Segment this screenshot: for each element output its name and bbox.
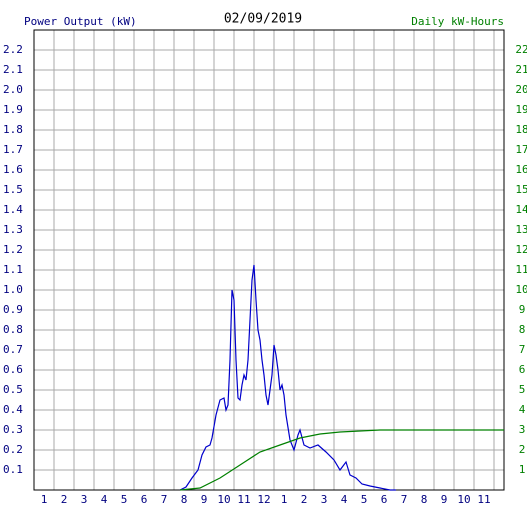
y2-axis-label: Daily kW-Hours bbox=[411, 15, 504, 28]
y2-tick-label: 2 bbox=[519, 443, 526, 456]
y-tick-label: 0.2 bbox=[3, 443, 23, 456]
y-tick-label: 0.6 bbox=[3, 363, 23, 376]
data-line bbox=[179, 429, 504, 491]
y-tick-label: 1.3 bbox=[3, 223, 23, 236]
y2-tick-label: 13 bbox=[515, 223, 527, 236]
y2-tick-label: 8 bbox=[519, 323, 526, 336]
x-tick-label: 7 bbox=[401, 493, 408, 506]
x-tick-label: 8 bbox=[421, 493, 428, 506]
chart-title: 02/09/2019 bbox=[224, 12, 302, 27]
x-tick-label: 4 bbox=[341, 493, 348, 506]
x-tick-label: 11 bbox=[237, 493, 250, 506]
x-tick-label: 2 bbox=[301, 493, 308, 506]
y2-tick-label: 22 bbox=[515, 43, 527, 56]
y2-tick-label: 9 bbox=[519, 303, 526, 316]
x-tick-label: 1 bbox=[41, 493, 48, 506]
x-tick-label: 1 bbox=[281, 493, 288, 506]
y2-tick-label: 12 bbox=[515, 243, 527, 256]
y2-tick-label: 21 bbox=[515, 63, 527, 76]
y2-tick-label: 6 bbox=[519, 363, 526, 376]
y-tick-label: 2.1 bbox=[3, 63, 23, 76]
y2-tick-label: 4 bbox=[519, 403, 526, 416]
y2-tick-label: 1 bbox=[519, 463, 526, 476]
y-tick-label: 2.0 bbox=[3, 83, 23, 96]
y-tick-label: 0.3 bbox=[3, 423, 23, 436]
x-tick-label: 10 bbox=[217, 493, 230, 506]
y-tick-label: 0.9 bbox=[3, 303, 23, 316]
x-tick-label: 6 bbox=[381, 493, 388, 506]
y-tick-label: 1.7 bbox=[3, 143, 23, 156]
y-axis-label: Power Output (kW) bbox=[24, 15, 137, 28]
x-tick-label: 5 bbox=[361, 493, 368, 506]
y-tick-label: 0.4 bbox=[3, 403, 23, 416]
y-tick-label: 0.8 bbox=[3, 323, 23, 336]
x-tick-label: 9 bbox=[441, 493, 448, 506]
y2-tick-label: 15 bbox=[515, 183, 527, 196]
y-tick-label: 1.8 bbox=[3, 123, 23, 136]
x-tick-label: 10 bbox=[457, 493, 470, 506]
y2-tick-label: 17 bbox=[515, 143, 527, 156]
y2-tick-label: 14 bbox=[515, 203, 527, 216]
y-tick-label: 0.5 bbox=[3, 383, 23, 396]
y2-tick-label: 7 bbox=[519, 343, 526, 356]
x-tick-label: 2 bbox=[61, 493, 68, 506]
x-tick-label: 11 bbox=[477, 493, 490, 506]
y-tick-label: 1.0 bbox=[3, 283, 23, 296]
y2-tick-label: 20 bbox=[515, 83, 527, 96]
y-tick-label: 0.7 bbox=[3, 343, 23, 356]
y-tick-label: 2.2 bbox=[3, 43, 23, 56]
x-tick-label: 12 bbox=[257, 493, 270, 506]
x-tick-label: 4 bbox=[101, 493, 108, 506]
x-tick-label: 5 bbox=[121, 493, 128, 506]
y-tick-label: 1.4 bbox=[3, 203, 23, 216]
x-tick-label: 7 bbox=[161, 493, 168, 506]
y-tick-label: 1.2 bbox=[3, 243, 23, 256]
y2-tick-label: 16 bbox=[515, 163, 527, 176]
y2-tick-label: 10 bbox=[515, 283, 527, 296]
x-tick-label: 3 bbox=[81, 493, 88, 506]
y2-tick-label: 5 bbox=[519, 383, 526, 396]
y-tick-label: 1.5 bbox=[3, 183, 23, 196]
x-tick-label: 9 bbox=[201, 493, 208, 506]
y2-tick-label: 11 bbox=[515, 263, 527, 276]
y2-tick-label: 19 bbox=[515, 103, 527, 116]
plot-border bbox=[33, 29, 505, 491]
data-line bbox=[179, 264, 396, 491]
x-tick-label: 8 bbox=[181, 493, 188, 506]
y-tick-label: 1.9 bbox=[3, 103, 23, 116]
y-tick-label: 1.6 bbox=[3, 163, 23, 176]
x-tick-label: 6 bbox=[141, 493, 148, 506]
y2-tick-label: 3 bbox=[519, 423, 526, 436]
x-tick-label: 3 bbox=[321, 493, 328, 506]
y-tick-label: 1.1 bbox=[3, 263, 23, 276]
y2-tick-label: 18 bbox=[515, 123, 527, 136]
y-tick-label: 0.1 bbox=[3, 463, 23, 476]
